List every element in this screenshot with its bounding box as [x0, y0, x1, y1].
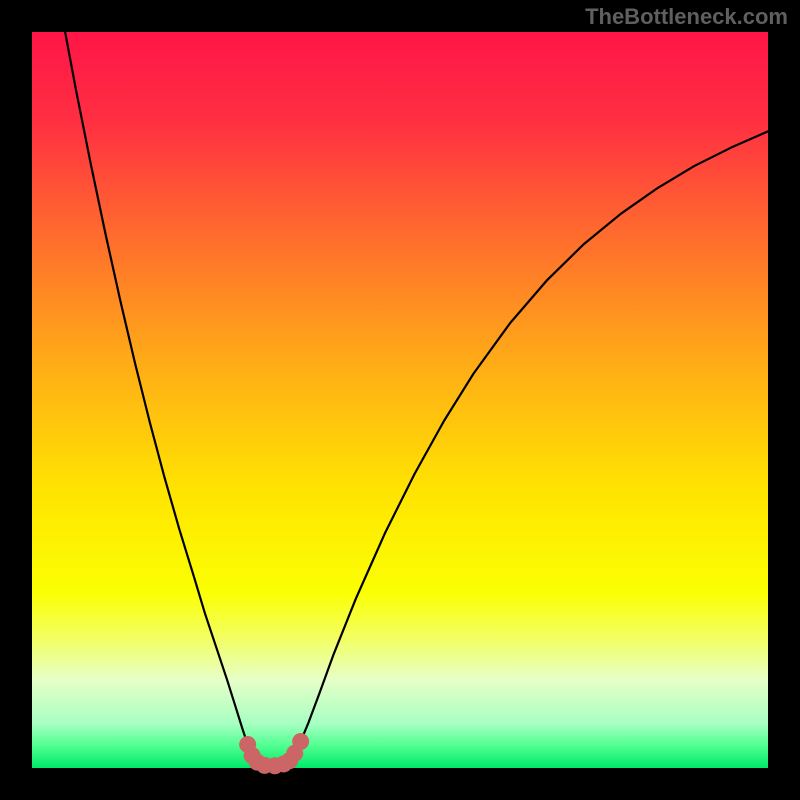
marker-dot: [292, 733, 309, 750]
chart-svg: [32, 32, 768, 768]
chart-plot-area: [32, 32, 768, 768]
watermark-text: TheBottleneck.com: [585, 4, 788, 30]
curve-bottleneck-v-curve: [65, 32, 768, 766]
